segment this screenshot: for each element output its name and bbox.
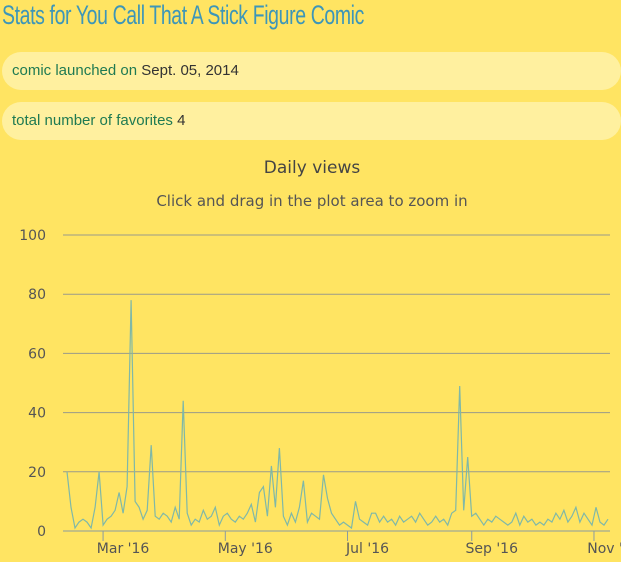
chart-subtitle: Click and drag in the plot area to zoom …: [156, 192, 467, 210]
x-tick-label: Nov '16: [587, 541, 621, 557]
x-tick-label: Mar '16: [97, 541, 150, 557]
launch-date-label: comic launched on: [12, 62, 138, 79]
x-tick-label: Sep '16: [465, 541, 518, 557]
y-tick-label: 60: [28, 346, 46, 362]
favorites-value: 4: [177, 112, 186, 129]
favorites-info: total number of favorites 4: [2, 102, 621, 140]
y-tick-label: 100: [19, 228, 46, 244]
y-tick-label: 80: [28, 287, 46, 303]
y-tick-label: 40: [28, 406, 46, 422]
page-title: Stats for You Call That A Stick Figure C…: [2, 0, 364, 30]
y-tick-label: 20: [28, 465, 46, 481]
favorites-label: total number of favorites: [12, 112, 173, 129]
x-tick-label: Jul '16: [345, 541, 389, 557]
y-tick-label: 0: [37, 524, 46, 540]
series-line-daily-views: [66, 300, 609, 530]
launch-date-value: Sept. 05, 2014: [141, 62, 239, 79]
chart-title: Daily views: [264, 158, 361, 178]
launch-date-info: comic launched on Sept. 05, 2014: [2, 52, 621, 90]
x-tick-label: May '16: [218, 541, 273, 557]
